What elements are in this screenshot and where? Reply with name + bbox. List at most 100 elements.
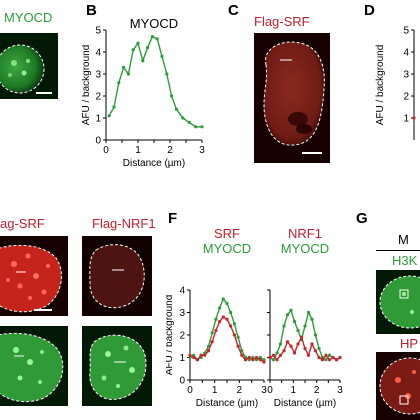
data-point bbox=[282, 349, 286, 353]
data-point bbox=[303, 346, 307, 351]
data-point bbox=[232, 333, 236, 337]
data-point bbox=[310, 317, 314, 321]
panel-d-letter: D bbox=[364, 2, 375, 19]
data-point bbox=[192, 355, 196, 360]
data-point bbox=[210, 331, 214, 335]
data-point bbox=[165, 72, 169, 76]
data-point bbox=[275, 358, 279, 362]
data-point bbox=[338, 355, 342, 360]
data-point bbox=[181, 116, 185, 120]
data-point bbox=[310, 342, 314, 346]
data-point bbox=[112, 105, 116, 109]
series-line bbox=[108, 35, 202, 128]
data-point bbox=[214, 328, 218, 333]
data-point bbox=[225, 301, 229, 306]
data-point bbox=[229, 324, 233, 328]
panel-g-letter: G bbox=[356, 210, 368, 227]
data-point bbox=[262, 358, 266, 362]
chart-title-line: MYOCD bbox=[203, 241, 251, 256]
data-point bbox=[210, 340, 214, 344]
y-axis-label: AFU / background bbox=[166, 295, 175, 376]
data-point bbox=[203, 353, 207, 357]
data-point bbox=[136, 41, 140, 45]
panel-c-image bbox=[254, 33, 330, 163]
y-tick-label: 2 bbox=[403, 92, 409, 103]
data-point bbox=[275, 351, 279, 355]
data-point bbox=[271, 353, 276, 357]
data-point bbox=[243, 358, 248, 362]
y-tick-label: 4 bbox=[403, 48, 409, 59]
data-point bbox=[236, 335, 240, 339]
y-tick-label: 3 bbox=[403, 70, 409, 81]
data-point bbox=[188, 353, 192, 357]
flag-srf-nucleus-image bbox=[263, 41, 325, 154]
data-point bbox=[320, 358, 325, 362]
data-point bbox=[225, 317, 229, 321]
data-point bbox=[187, 120, 191, 124]
data-point bbox=[306, 310, 311, 315]
data-point bbox=[218, 306, 222, 310]
data-point bbox=[240, 353, 244, 357]
panel-g-green-image bbox=[376, 270, 420, 334]
x-axis-label: Distance (µm) bbox=[123, 158, 185, 169]
data-point bbox=[214, 317, 218, 321]
y-tick-label: 3 bbox=[95, 70, 101, 81]
data-point bbox=[334, 358, 339, 362]
x-tick-label: 1 bbox=[135, 145, 141, 156]
x-tick-label: 3 bbox=[261, 385, 267, 396]
x-tick-label: 2 bbox=[237, 385, 243, 396]
data-point bbox=[317, 346, 321, 351]
data-point bbox=[285, 313, 290, 317]
panel-e-red-right bbox=[82, 236, 152, 316]
panel-g-hp-label: HP bbox=[400, 336, 419, 351]
data-point bbox=[174, 107, 178, 111]
y-tick-label: 4 bbox=[179, 286, 185, 297]
data-point bbox=[292, 351, 297, 355]
y-tick-label: 0 bbox=[95, 136, 101, 147]
data-point bbox=[296, 328, 300, 333]
myocd-nucleus-image bbox=[0, 44, 52, 94]
data-point bbox=[285, 340, 290, 344]
data-point bbox=[255, 358, 259, 362]
data-point bbox=[268, 355, 272, 360]
data-point bbox=[122, 65, 126, 69]
data-point bbox=[324, 358, 328, 362]
x-tick-label: 1 bbox=[212, 385, 218, 396]
y-tick-label: 5 bbox=[95, 26, 101, 37]
data-point bbox=[150, 35, 154, 39]
panel-a-image bbox=[0, 33, 58, 99]
data-point bbox=[206, 349, 211, 353]
data-point bbox=[146, 46, 150, 50]
data-point bbox=[229, 310, 233, 315]
x-tick-label: 1 bbox=[291, 385, 297, 396]
data-point bbox=[289, 308, 293, 312]
data-point bbox=[221, 315, 225, 319]
data-point bbox=[299, 335, 304, 339]
x-tick-label: 3 bbox=[337, 385, 343, 396]
y-tick-label: 2 bbox=[179, 331, 185, 342]
x-tick-label: 0 bbox=[267, 385, 273, 396]
data-point bbox=[271, 358, 276, 362]
data-point bbox=[313, 349, 318, 353]
panel-g-h3k-label: H3K bbox=[392, 253, 418, 268]
y-tick-label: 1 bbox=[179, 353, 185, 364]
data-point bbox=[155, 37, 159, 41]
panel-c-letter: C bbox=[228, 2, 239, 19]
data-point bbox=[188, 355, 192, 360]
data-point bbox=[258, 355, 262, 360]
x-tick-label: 2 bbox=[314, 385, 320, 396]
series-line bbox=[269, 308, 341, 361]
data-point bbox=[195, 358, 199, 362]
y-axis-label: AFU / background bbox=[375, 45, 386, 126]
y-tick-label: 0 bbox=[179, 376, 185, 387]
data-point bbox=[200, 125, 204, 129]
data-point bbox=[131, 48, 135, 52]
data-point bbox=[292, 319, 297, 324]
data-point bbox=[282, 324, 286, 328]
data-point bbox=[141, 59, 145, 63]
x-axis-label: Distance (µm) bbox=[274, 398, 336, 409]
data-point bbox=[327, 353, 332, 357]
data-point bbox=[313, 333, 318, 337]
